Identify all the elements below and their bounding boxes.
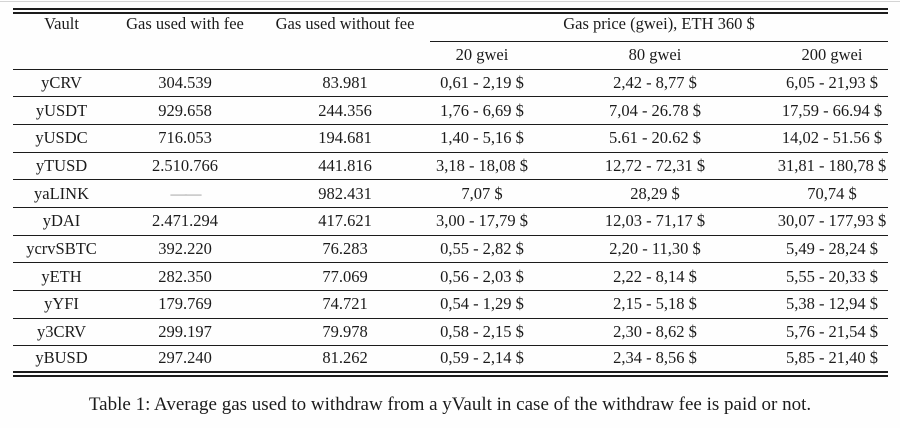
value-cell: 7,04 - 26.78 $ <box>534 96 776 125</box>
value-cell: 5.61 - 20.62 $ <box>534 124 776 153</box>
value-cell: 244.356 <box>260 96 430 125</box>
value-cell: 79.978 <box>260 318 430 347</box>
value-cell: 929.658 <box>110 96 260 125</box>
value-cell: 30,07 - 177,93 $ <box>776 207 888 236</box>
value-cell: 282.350 <box>110 262 260 291</box>
value-cell: 2,22 - 8,14 $ <box>534 262 776 291</box>
vault-name-cell: yUSDC <box>13 124 110 153</box>
table-row-ybusd: yBUSD 297.240 81.262 0,59 - 2,14 $ 2,34 … <box>13 345 888 375</box>
header-row-sub: 20 gwei 80 gwei 200 gwei <box>13 41 888 70</box>
missing-value-dash: —— <box>110 179 260 208</box>
col-header-80-gwei: 80 gwei <box>534 41 776 70</box>
value-cell: 12,03 - 71,17 $ <box>534 207 776 236</box>
value-cell: 0,55 - 2,82 $ <box>430 235 534 264</box>
table-body: yCRV 304.539 83.981 0,61 - 2,19 $ 2,42 -… <box>13 69 888 375</box>
value-cell: 5,38 - 12,94 $ <box>776 290 888 319</box>
value-cell: 1,76 - 6,69 $ <box>430 96 534 125</box>
value-cell: 0,54 - 1,29 $ <box>430 290 534 319</box>
vault-name-cell: yUSDT <box>13 96 110 125</box>
value-cell: 0,56 - 2,03 $ <box>430 262 534 291</box>
value-cell: 5,76 - 21,54 $ <box>776 318 888 347</box>
table-row-yusdt: yUSDT 929.658 244.356 1,76 - 6,69 $ 7,04… <box>13 96 888 125</box>
value-cell: 81.262 <box>260 345 430 375</box>
table-row-ytusd: yTUSD 2.510.766 441.816 3,18 - 18,08 $ 1… <box>13 152 888 181</box>
value-cell: 5,85 - 21,40 $ <box>776 345 888 375</box>
vault-name-cell: yDAI <box>13 207 110 236</box>
col-header-200-gwei: 200 gwei <box>776 41 888 70</box>
value-cell: 179.769 <box>110 290 260 319</box>
table-row-yeth: yETH 282.350 77.069 0,56 - 2,03 $ 2,22 -… <box>13 262 888 291</box>
value-cell: 297.240 <box>110 345 260 375</box>
value-cell: 2,20 - 11,30 $ <box>534 235 776 264</box>
table-row-ycrv: yCRV 304.539 83.981 0,61 - 2,19 $ 2,42 -… <box>13 69 888 98</box>
value-cell: 14,02 - 51.56 $ <box>776 124 888 153</box>
value-cell: 3,18 - 18,08 $ <box>430 152 534 181</box>
value-cell: 3,00 - 17,79 $ <box>430 207 534 236</box>
value-cell: 417.621 <box>260 207 430 236</box>
value-cell: 2,34 - 8,56 $ <box>534 345 776 375</box>
gas-usage-table: Vault Gas used with fee Gas used without… <box>13 8 888 377</box>
value-cell: 31,81 - 180,78 $ <box>776 152 888 181</box>
col-header-gas-with-fee: Gas used with fee <box>110 11 260 70</box>
vault-name-cell: yTUSD <box>13 152 110 181</box>
value-cell: 17,59 - 66.94 $ <box>776 96 888 125</box>
value-cell: 441.816 <box>260 152 430 181</box>
vault-name-cell: yaLINK <box>13 179 110 208</box>
value-cell: 2.471.294 <box>110 207 260 236</box>
table-row-ycrvsbtc: ycrvSBTC 392.220 76.283 0,55 - 2,82 $ 2,… <box>13 235 888 264</box>
value-cell: 0,59 - 2,14 $ <box>430 345 534 375</box>
col-header-gas-price-group: Gas price (gwei), ETH 360 $ <box>430 11 888 42</box>
value-cell: 0,61 - 2,19 $ <box>430 69 534 98</box>
vault-name-cell: yBUSD <box>13 345 110 375</box>
value-cell: 2.510.766 <box>110 152 260 181</box>
table-caption: Table 1: Average gas used to withdraw fr… <box>88 394 812 415</box>
gas-table-container: Vault Gas used with fee Gas used without… <box>13 8 888 377</box>
col-header-20-gwei: 20 gwei <box>430 41 534 70</box>
vault-name-cell: y3CRV <box>13 318 110 347</box>
value-cell: 2,15 - 5,18 $ <box>534 290 776 319</box>
value-cell: 0,58 - 2,15 $ <box>430 318 534 347</box>
value-cell: 6,05 - 21,93 $ <box>776 69 888 98</box>
value-cell: 77.069 <box>260 262 430 291</box>
table-row-y3crv: y3CRV 299.197 79.978 0,58 - 2,15 $ 2,30 … <box>13 318 888 347</box>
col-header-vault: Vault <box>13 11 110 70</box>
value-cell: 5,55 - 20,33 $ <box>776 262 888 291</box>
vault-name-cell: yYFI <box>13 290 110 319</box>
header-row-main: Vault Gas used with fee Gas used without… <box>13 11 888 70</box>
vault-name-cell: ycrvSBTC <box>13 235 110 264</box>
value-cell: 74.721 <box>260 290 430 319</box>
col-header-gas-without-fee: Gas used without fee <box>260 11 430 70</box>
value-cell: 392.220 <box>110 235 260 264</box>
value-cell: 12,72 - 72,31 $ <box>534 152 776 181</box>
table-row-ydai: yDAI 2.471.294 417.621 3,00 - 17,79 $ 12… <box>13 207 888 236</box>
value-cell: 304.539 <box>110 69 260 98</box>
vault-name-cell: yCRV <box>13 69 110 98</box>
value-cell: 70,74 $ <box>776 179 888 208</box>
value-cell: 5,49 - 28,24 $ <box>776 235 888 264</box>
value-cell: 7,07 $ <box>430 179 534 208</box>
value-cell: 299.197 <box>110 318 260 347</box>
table-header: Vault Gas used with fee Gas used without… <box>13 11 888 70</box>
table-row-yusdc: yUSDC 716.053 194.681 1,40 - 5,16 $ 5.61… <box>13 124 888 153</box>
value-cell: 716.053 <box>110 124 260 153</box>
page-top-edge-line <box>0 1 900 2</box>
value-cell: 982.431 <box>260 179 430 208</box>
value-cell: 28,29 $ <box>534 179 776 208</box>
value-cell: 2,42 - 8,77 $ <box>534 69 776 98</box>
value-cell: 2,30 - 8,62 $ <box>534 318 776 347</box>
vault-name-cell: yETH <box>13 262 110 291</box>
value-cell: 194.681 <box>260 124 430 153</box>
value-cell: 76.283 <box>260 235 430 264</box>
table-row-yalink: yaLINK —— 982.431 7,07 $ 28,29 $ 70,74 $ <box>13 179 888 208</box>
value-cell: 83.981 <box>260 69 430 98</box>
table-row-yyfi: yYFI 179.769 74.721 0,54 - 1,29 $ 2,15 -… <box>13 290 888 319</box>
value-cell: 1,40 - 5,16 $ <box>430 124 534 153</box>
